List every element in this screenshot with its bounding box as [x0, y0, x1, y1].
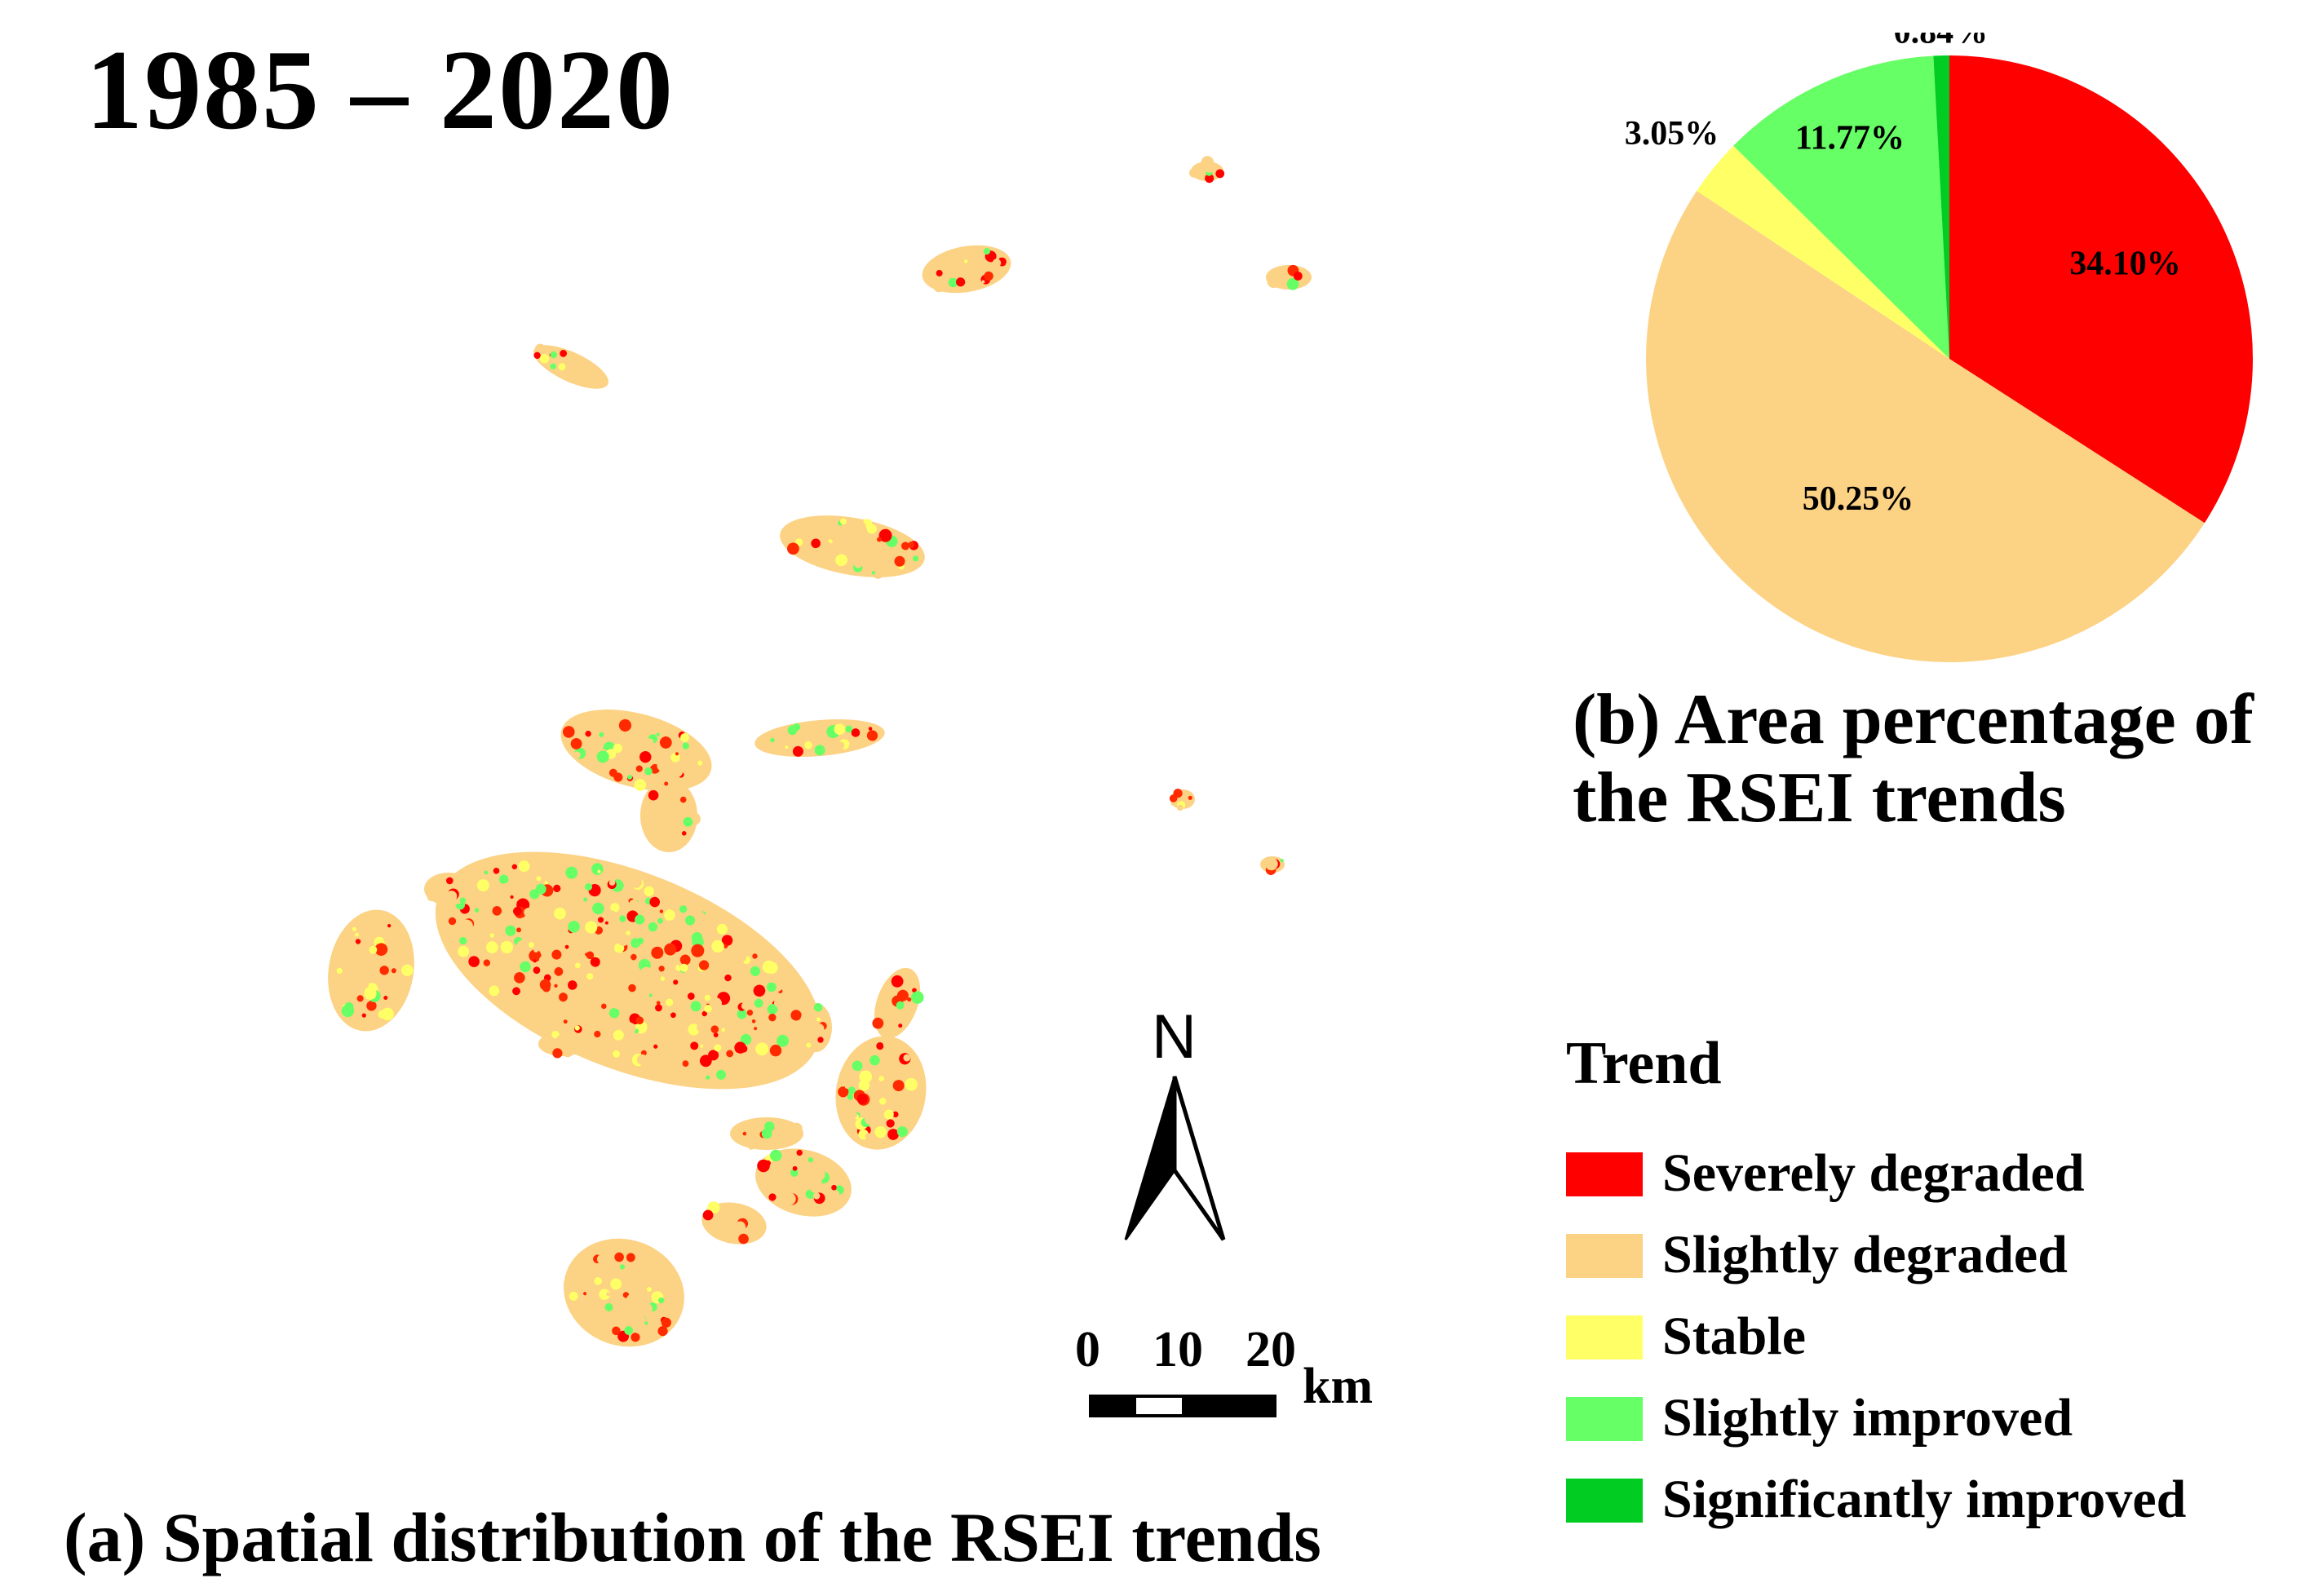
legend-label: Significantly improved — [1662, 1470, 2187, 1529]
island — [538, 1030, 587, 1059]
island — [754, 719, 885, 757]
scale-tick-20: 20 — [1245, 1322, 1296, 1377]
legend-label: Severely degraded — [1662, 1143, 2085, 1203]
pie-data-label: 3.05% — [1625, 115, 1719, 153]
legend-label: Slightly degraded — [1662, 1225, 2068, 1284]
island-map — [328, 156, 1312, 1347]
island — [922, 245, 1011, 294]
pie-data-label: 0.84% — [1894, 33, 1989, 51]
legend-swatch — [1566, 1152, 1643, 1196]
legend-title: Trend — [1566, 1030, 1722, 1097]
island — [640, 779, 701, 852]
island — [1260, 856, 1285, 875]
pie-data-label: 50.25% — [1803, 480, 1914, 518]
island-landmasses — [328, 156, 1312, 1347]
island — [328, 909, 414, 1032]
island — [780, 515, 925, 579]
island — [872, 967, 924, 1039]
legend-swatch — [1566, 1315, 1643, 1359]
pie-data-label: 11.77% — [1795, 120, 1905, 157]
legend-label: Stable — [1662, 1306, 1807, 1366]
island — [799, 1003, 832, 1052]
island — [1266, 264, 1312, 290]
pie-slice-slightly-improved — [1733, 55, 1949, 360]
legend-swatch — [1566, 1234, 1643, 1278]
island — [701, 1201, 767, 1245]
island — [533, 343, 608, 389]
island — [564, 1238, 684, 1347]
island — [424, 873, 473, 905]
island — [435, 851, 821, 1090]
north-label: N — [1152, 1002, 1197, 1072]
pie-slice-significantly-improved — [1933, 55, 1949, 359]
island — [730, 1117, 803, 1150]
island — [1169, 789, 1195, 811]
pie-data-label: 34.10% — [2069, 245, 2181, 282]
island — [560, 710, 712, 791]
map-caption: (a) Spatial distribution of the RSEI tre… — [64, 1498, 1321, 1576]
legend-swatch — [1566, 1479, 1643, 1523]
pie-slices — [1646, 55, 2253, 662]
period-title: 1985 – 2020 — [86, 27, 675, 153]
legend-swatch — [1566, 1397, 1643, 1441]
pie-chart: 34.10% 50.25% 3.05% 11.77% 0.84% — [1625, 33, 2253, 662]
island — [755, 1148, 852, 1217]
pie-slice-stable — [1697, 145, 1949, 360]
pie-slice-severely-degraded — [1949, 55, 2253, 524]
scale-unit: km — [1303, 1359, 1374, 1414]
pie-labels: 34.10% 50.25% 3.05% 11.77% 0.84% — [1625, 33, 2181, 518]
scale-tick-10: 10 — [1153, 1322, 1203, 1377]
north-arrow-icon — [1124, 1076, 1226, 1241]
island — [1189, 156, 1225, 183]
legend-label: Slightly improved — [1662, 1388, 2073, 1448]
pie-caption: (b) Area percentage of the RSEI trends — [1573, 680, 2254, 838]
scale-tick-0: 0 — [1075, 1322, 1100, 1377]
island — [835, 1036, 927, 1150]
pie-slice-slightly-degraded — [1646, 190, 2205, 662]
scale-bar — [1089, 1395, 1276, 1417]
